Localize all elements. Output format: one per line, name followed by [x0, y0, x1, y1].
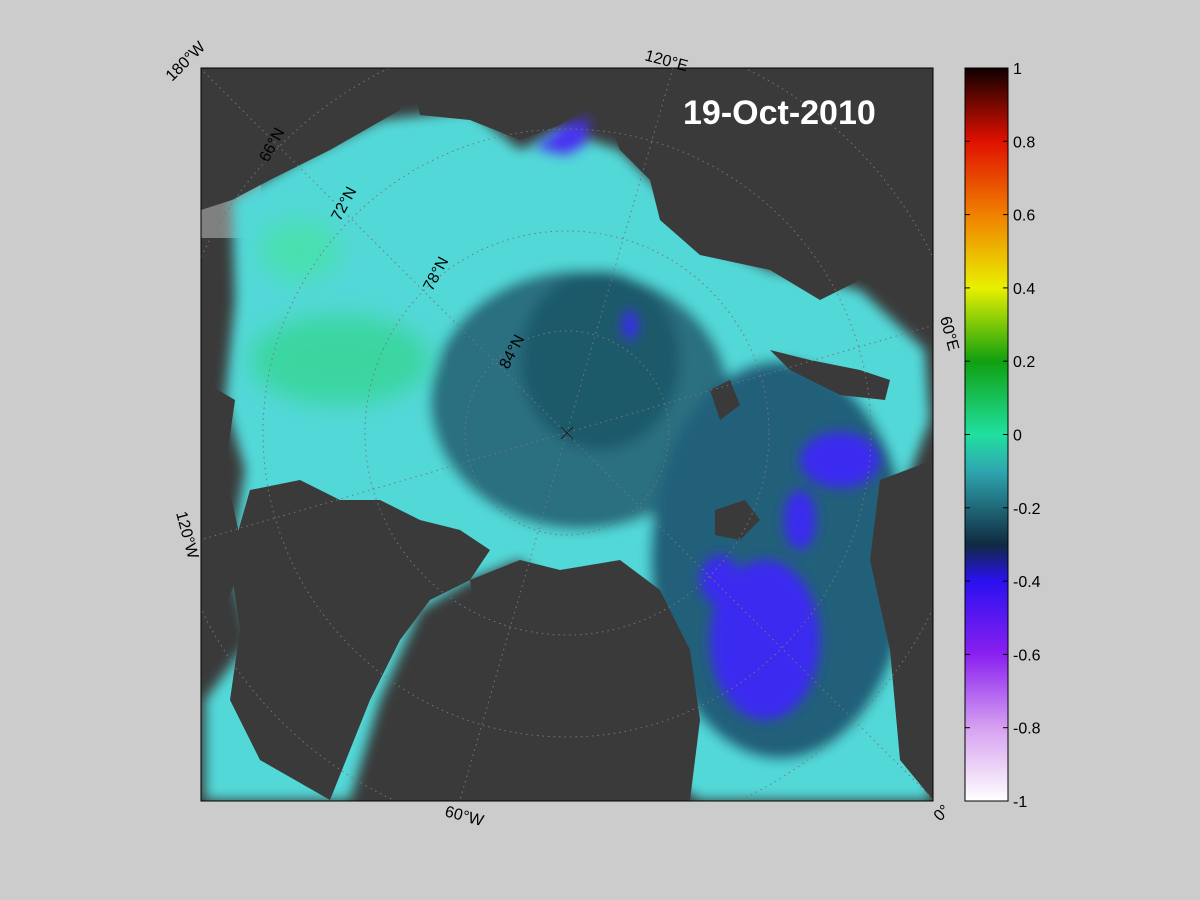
- colorbar-tick-label: 0.8: [1013, 134, 1035, 151]
- parallel-72n: [262, 128, 872, 738]
- colorbar-tick-label: 1: [1013, 61, 1022, 78]
- colorbar-tick-label: -0.4: [1013, 574, 1041, 591]
- parallel-84n: [464, 330, 670, 536]
- colorbar-gradient: [964, 67, 1009, 802]
- colorbar-tick-label: -0.6: [1013, 647, 1041, 664]
- lon-60e-label: 60°E: [936, 315, 961, 353]
- colorbar-ticks: 1 0.8 0.6 0.4 0.2 0 -0.2 -0.4 -0.6 -0.8 -1: [965, 61, 1041, 811]
- baffin: [201, 380, 245, 640]
- colorbar-tick-label: -1: [1013, 794, 1027, 811]
- map-frame: [200, 67, 934, 802]
- lon-60w-label: 60°W: [443, 803, 486, 830]
- scandinavia: [870, 460, 933, 800]
- franz-josef: [715, 500, 760, 540]
- colorbar-tick-label: 0: [1013, 428, 1022, 445]
- colorbar-tick-label: 0.4: [1013, 281, 1035, 298]
- colorbar-tick-label: 0.2: [1013, 354, 1035, 371]
- map-panel: 19-Oct-2010: [201, 68, 933, 801]
- parallel-78n: [364, 230, 770, 636]
- blue-anomaly-patches: [535, 118, 880, 720]
- lon-0-label: 0°: [931, 802, 954, 825]
- date-label: 19-Oct-2010: [683, 94, 876, 132]
- green-anomaly-patch: [250, 220, 430, 405]
- meridian-180-0: [201, 68, 933, 800]
- land-masses: [201, 68, 933, 800]
- siberia: [410, 68, 933, 300]
- colorbar: 1 0.8 0.6 0.4 0.2 0 -0.2 -0.4 -0.6 -0.8 -1: [964, 61, 1041, 811]
- graticule: [201, 68, 933, 801]
- lon-120w-label: 120°W: [172, 510, 201, 562]
- meridian-120e-60w: [459, 68, 674, 801]
- meridian-60e-120w: [201, 324, 933, 541]
- novaya-zemlya: [770, 350, 890, 400]
- greenland: [470, 560, 700, 800]
- colorbar-tick-label: -0.2: [1013, 501, 1041, 518]
- colorbar-tick-label: -0.8: [1013, 721, 1041, 738]
- north-pole-marker: [560, 426, 574, 440]
- alaska: [201, 68, 400, 210]
- colorbar-tick-label: 0.6: [1013, 208, 1035, 225]
- canadian-archipelago: [230, 480, 490, 800]
- svalbard: [710, 380, 740, 420]
